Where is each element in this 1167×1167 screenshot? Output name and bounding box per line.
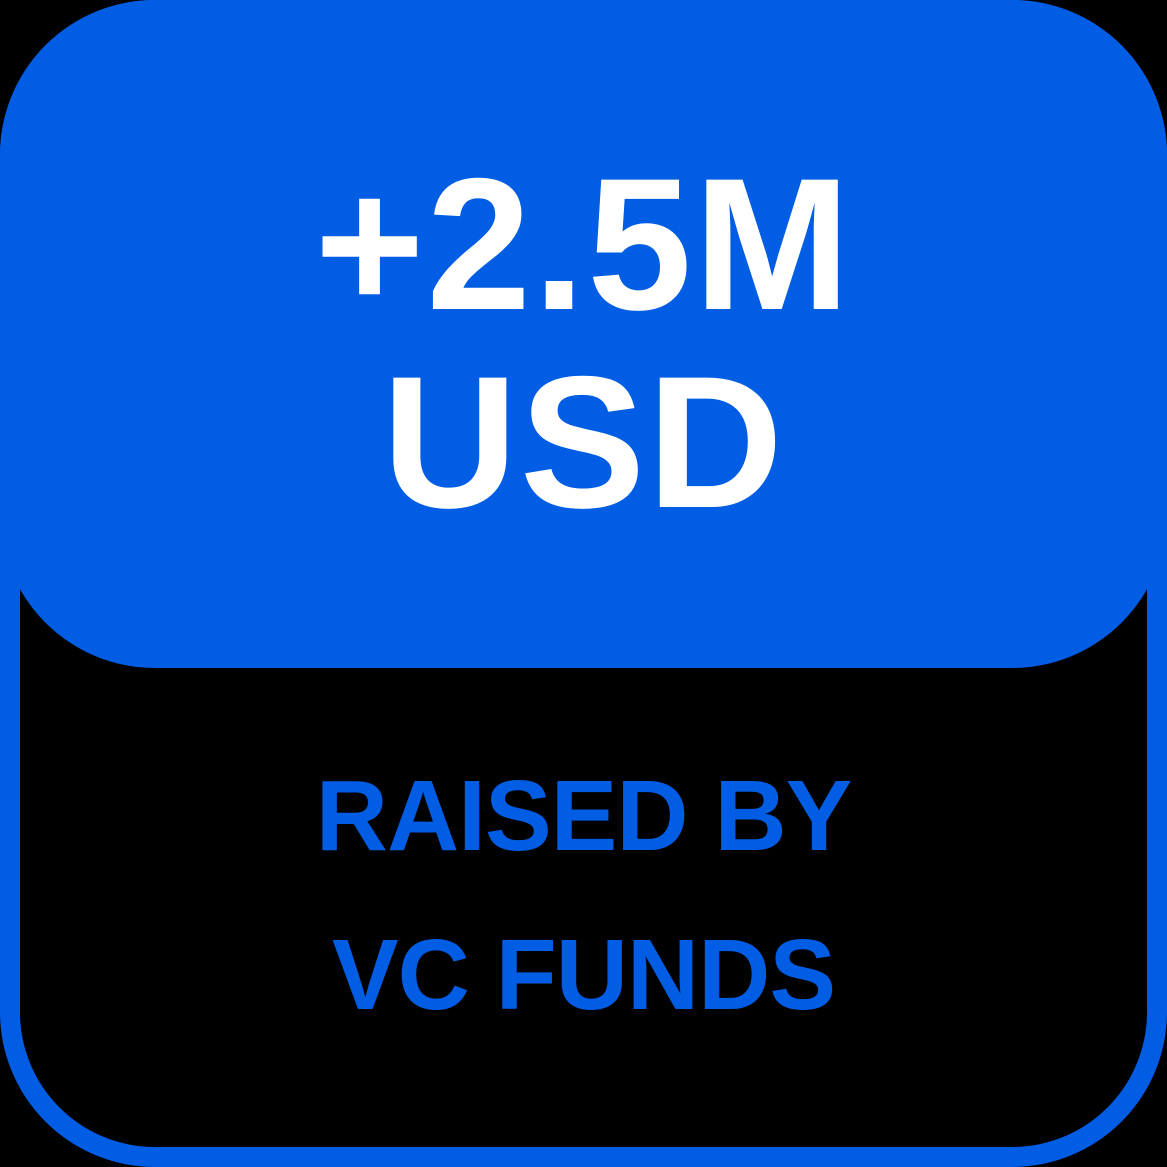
caption-line-2: VC FUNDS bbox=[331, 919, 836, 1031]
caption-line-1: RAISED BY bbox=[315, 760, 853, 872]
stat-card-header bbox=[0, 0, 1167, 668]
amount-text: +2.5M bbox=[314, 139, 853, 349]
currency-text: USD bbox=[382, 337, 785, 547]
